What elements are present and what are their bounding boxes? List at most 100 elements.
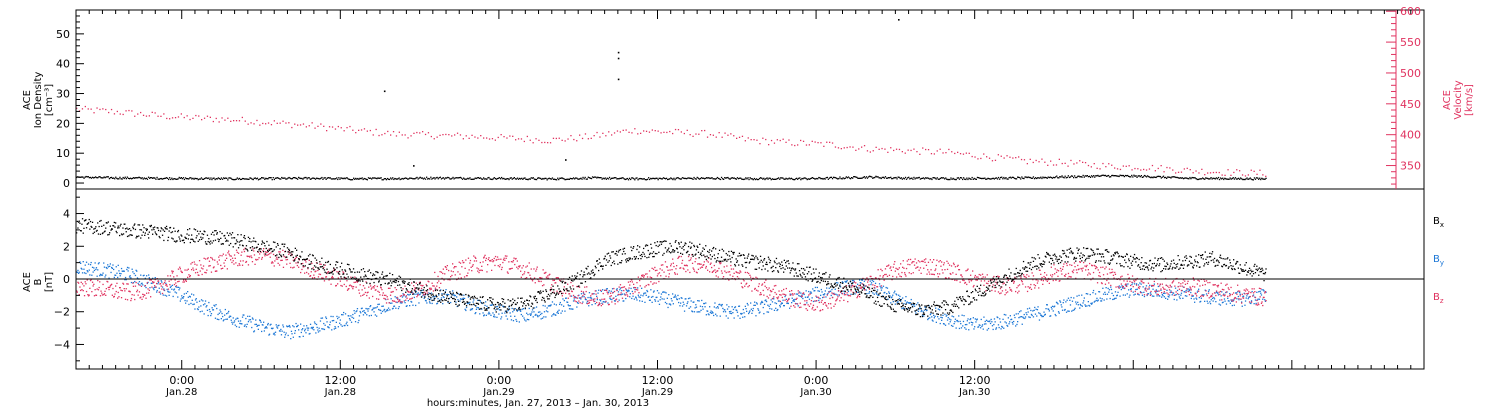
- by-point: [1210, 299, 1212, 301]
- by-point: [362, 310, 364, 313]
- density-point: [1052, 176, 1055, 179]
- velocity-point: [84, 105, 86, 108]
- density-point: [356, 178, 358, 180]
- by-point: [333, 328, 335, 330]
- bz-point: [795, 298, 797, 300]
- by-point: [415, 290, 417, 292]
- density-point: [426, 176, 428, 178]
- density-point: [930, 177, 932, 180]
- bz-point: [258, 257, 260, 259]
- density-point: [643, 178, 645, 180]
- by-point: [560, 312, 562, 314]
- velocity-point: [497, 136, 499, 139]
- density-point: [408, 178, 410, 180]
- by-point: [206, 305, 208, 307]
- bz-point: [761, 283, 764, 285]
- density-point: [1105, 175, 1108, 177]
- bz-point: [317, 269, 319, 272]
- by-point: [596, 298, 598, 301]
- bz-point: [84, 281, 86, 283]
- by-point: [1168, 294, 1171, 296]
- bz-point: [552, 279, 554, 282]
- by-point: [734, 306, 737, 308]
- by-point: [183, 296, 185, 298]
- density-point: [1041, 177, 1043, 180]
- by-point: [789, 307, 791, 309]
- bz-point: [851, 284, 854, 287]
- by-point: [736, 311, 739, 313]
- bz-point: [276, 258, 279, 260]
- bz-point: [530, 277, 532, 279]
- bz-point: [230, 259, 232, 261]
- velocity-point: [157, 115, 159, 117]
- bz-point: [968, 281, 970, 283]
- density-point: [104, 177, 106, 179]
- bz-point: [155, 286, 157, 288]
- by-point: [899, 295, 901, 298]
- by-point: [300, 323, 302, 325]
- by-point: [226, 318, 228, 320]
- density-point: [591, 176, 594, 178]
- bz-point: [971, 279, 973, 281]
- density-point: [1026, 176, 1028, 179]
- bz-point: [1033, 284, 1035, 286]
- bz-point: [528, 272, 530, 274]
- velocity-point: [768, 144, 770, 146]
- bz-point: [1054, 268, 1056, 270]
- bz-point: [318, 273, 320, 275]
- density-point: [1036, 177, 1038, 180]
- by-point: [1017, 321, 1019, 323]
- by-point: [557, 310, 559, 313]
- bz-point: [319, 273, 322, 276]
- bz-point: [146, 292, 148, 294]
- density-point: [301, 177, 303, 180]
- density-point: [88, 177, 90, 179]
- by-point: [958, 315, 960, 317]
- bz-point: [646, 273, 648, 275]
- bz-point: [884, 273, 886, 276]
- by-point: [242, 314, 244, 316]
- velocity-point: [869, 151, 871, 153]
- bz-point: [313, 274, 315, 276]
- bz-point: [263, 253, 265, 255]
- bz-point: [1115, 286, 1117, 288]
- by-point: [1152, 288, 1154, 290]
- velocity-point: [215, 117, 217, 120]
- bz-point: [789, 294, 791, 296]
- bz-point: [650, 281, 652, 283]
- by-point: [323, 328, 326, 331]
- by-point: [159, 291, 161, 293]
- velocity-point: [1247, 174, 1249, 176]
- density-point: [638, 178, 640, 180]
- velocity-point: [1032, 161, 1034, 164]
- bz-point: [977, 276, 979, 278]
- bz-point: [124, 298, 127, 300]
- by-point: [765, 299, 767, 301]
- by-point: [475, 308, 478, 310]
- bz-point: [855, 291, 857, 294]
- by-point: [1123, 287, 1125, 289]
- bz-point: [1082, 267, 1084, 269]
- density-point: [582, 176, 584, 179]
- density-point: [466, 178, 468, 180]
- density-point: [868, 175, 871, 177]
- bz-point: [1150, 290, 1152, 293]
- velocity-point: [823, 145, 825, 147]
- by-point: [166, 288, 168, 291]
- by-point: [616, 288, 618, 290]
- density-outlier-point: [617, 57, 620, 60]
- density-point: [517, 178, 520, 180]
- velocity-point: [407, 137, 409, 139]
- density-point: [594, 176, 596, 178]
- density-point: [857, 177, 859, 179]
- by-point: [323, 322, 325, 325]
- density-point: [567, 178, 569, 180]
- by-point: [578, 294, 580, 296]
- bz-point: [810, 300, 813, 302]
- by-point: [222, 315, 224, 318]
- velocity-point: [712, 134, 714, 136]
- by-point: [954, 321, 956, 323]
- by-point: [180, 298, 182, 300]
- bz-point: [852, 291, 854, 293]
- by-point: [701, 299, 703, 302]
